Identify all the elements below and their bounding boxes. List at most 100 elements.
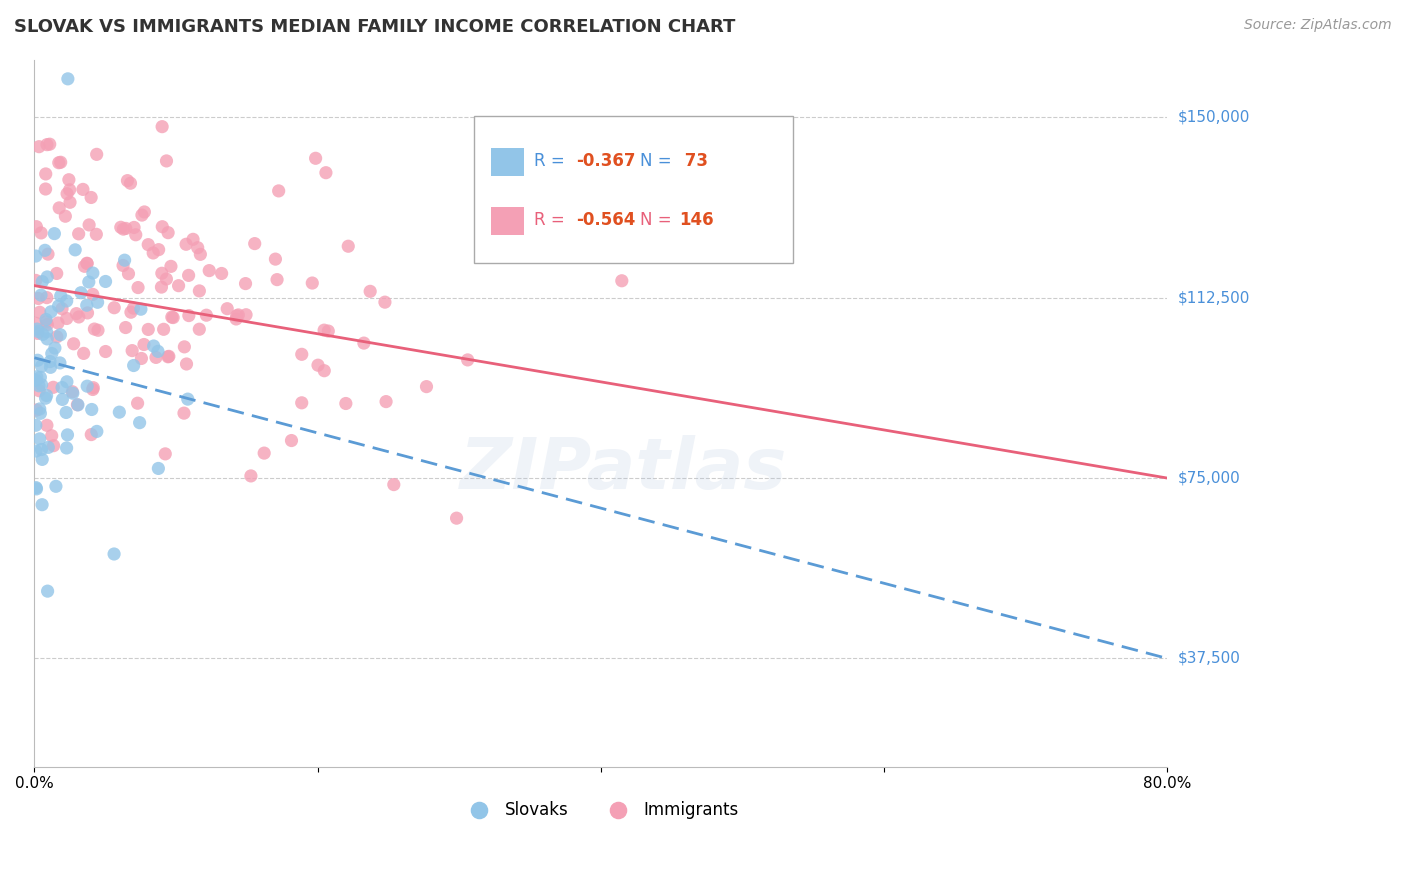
Point <box>28 384 51 398</box>
Point <box>108 405 131 419</box>
Point <box>73 260 96 274</box>
Point <box>51 380 73 394</box>
Point <box>225 309 247 323</box>
Point <box>55 441 77 455</box>
Point <box>56 186 79 201</box>
Text: 73: 73 <box>679 153 709 170</box>
Point <box>41 429 63 443</box>
Point <box>65 307 87 321</box>
Point <box>235 308 257 322</box>
Point <box>150 280 173 294</box>
Point <box>122 220 145 235</box>
Point <box>30 288 52 302</box>
Point <box>122 359 145 373</box>
Point <box>134 205 156 219</box>
Point <box>37 441 59 455</box>
Point <box>117 174 139 188</box>
Point <box>307 358 329 372</box>
Point <box>44 341 66 355</box>
Point <box>62 386 84 401</box>
Text: R =: R = <box>534 211 571 229</box>
Point <box>37 247 59 261</box>
Point <box>31 359 53 374</box>
Point <box>28 305 51 319</box>
Point <box>35 315 58 329</box>
Point <box>610 274 633 288</box>
Point <box>301 276 323 290</box>
Point <box>55 311 77 326</box>
Point <box>41 346 63 360</box>
Point <box>49 327 72 342</box>
Point <box>177 268 200 283</box>
Point <box>374 295 396 310</box>
Point <box>121 343 143 358</box>
Point <box>38 137 60 152</box>
Point <box>45 479 67 493</box>
Point <box>67 227 90 241</box>
Point <box>30 226 52 240</box>
Text: Source: ZipAtlas.com: Source: ZipAtlas.com <box>1244 18 1392 32</box>
Point <box>30 406 52 420</box>
Point <box>225 312 247 326</box>
Point <box>25 444 48 458</box>
Point <box>146 344 169 359</box>
Point <box>53 209 76 223</box>
Point <box>24 418 46 433</box>
Point <box>42 380 65 394</box>
Point <box>49 356 72 370</box>
Point <box>114 221 136 235</box>
Point <box>25 369 48 384</box>
Point <box>136 237 159 252</box>
Point <box>86 425 108 439</box>
Point <box>59 183 82 197</box>
Point <box>148 461 170 475</box>
Point <box>264 252 287 266</box>
Point <box>35 137 58 152</box>
Point <box>25 322 48 336</box>
Point <box>82 287 104 301</box>
Text: $150,000: $150,000 <box>1178 110 1250 125</box>
Point <box>24 316 46 330</box>
Point <box>49 155 72 169</box>
Text: ZIPatlas: ZIPatlas <box>460 435 787 504</box>
Point <box>28 401 51 416</box>
Point <box>198 263 221 277</box>
Point <box>80 190 103 204</box>
Point <box>145 351 167 365</box>
Point <box>337 239 360 253</box>
Point <box>112 259 135 273</box>
Point <box>77 275 100 289</box>
Point <box>76 306 98 320</box>
Point <box>31 275 53 289</box>
Point <box>177 309 200 323</box>
Point <box>128 416 150 430</box>
Point <box>131 351 153 366</box>
Point <box>35 388 58 402</box>
Point <box>39 305 62 319</box>
Point <box>103 301 125 315</box>
Point <box>239 469 262 483</box>
Point <box>63 243 86 257</box>
Point <box>157 226 180 240</box>
Point <box>235 277 257 291</box>
Point <box>27 292 49 306</box>
Text: 146: 146 <box>679 211 714 229</box>
Point <box>316 324 339 338</box>
Point <box>195 308 218 322</box>
Point <box>82 383 104 397</box>
Point <box>86 227 108 242</box>
Point <box>25 481 48 495</box>
Point <box>35 418 58 433</box>
Point <box>31 452 53 467</box>
Point <box>76 256 98 270</box>
Point <box>82 381 104 395</box>
Point <box>72 182 94 196</box>
Point <box>120 305 142 319</box>
Point <box>35 312 58 326</box>
Point <box>160 260 183 274</box>
Point <box>51 392 73 407</box>
Point <box>39 354 62 368</box>
Text: SLOVAK VS IMMIGRANTS MEDIAN FAMILY INCOME CORRELATION CHART: SLOVAK VS IMMIGRANTS MEDIAN FAMILY INCOM… <box>14 18 735 36</box>
Point <box>315 166 337 180</box>
Point <box>28 378 51 392</box>
